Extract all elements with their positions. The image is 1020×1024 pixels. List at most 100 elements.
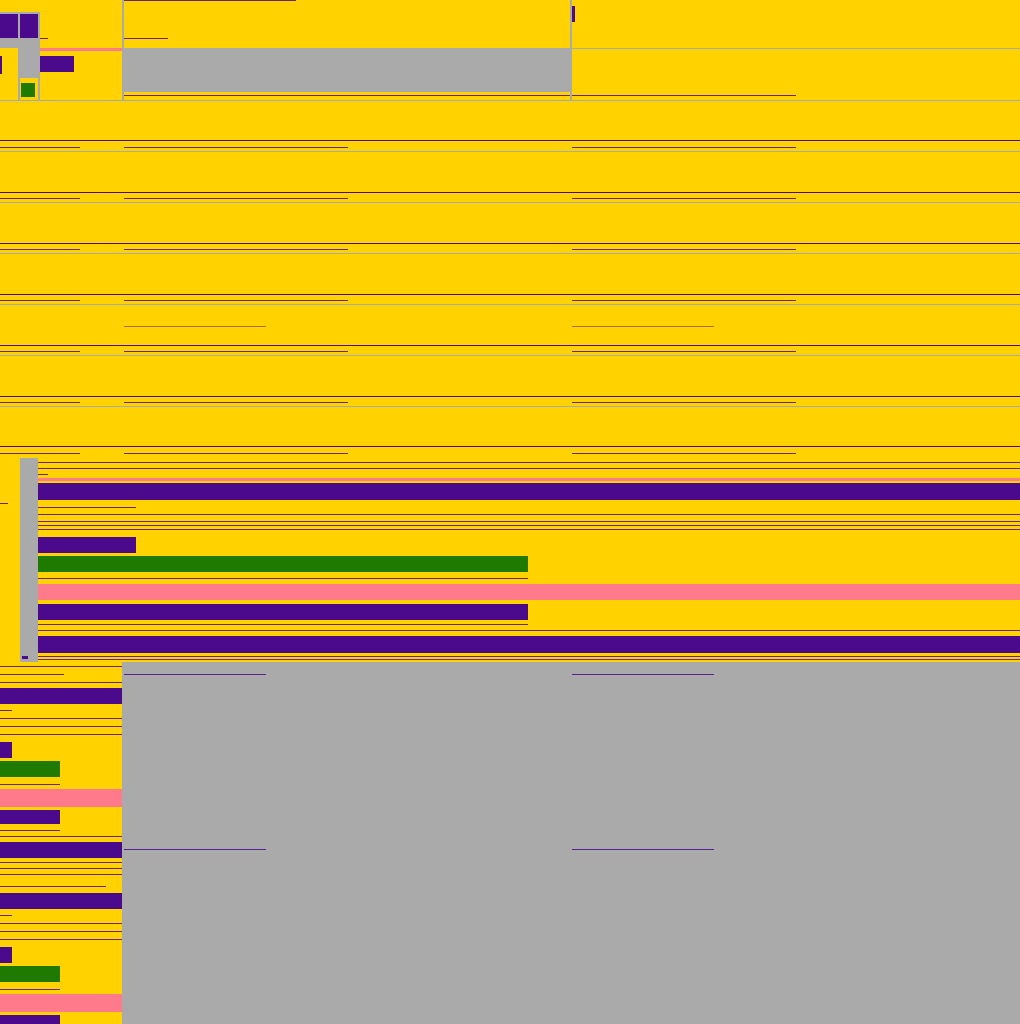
row-marker-c (572, 300, 796, 301)
header-cell-2-preview (124, 48, 570, 92)
row-divider (0, 202, 1020, 203)
row-marker-c (572, 198, 796, 199)
detail-primary-bar[interactable] (38, 483, 1020, 500)
row-marker-b (124, 198, 348, 199)
detail-secondary-bar[interactable] (38, 604, 528, 620)
sidebar-rule (0, 830, 60, 831)
row-marker-c (572, 453, 796, 454)
grid-link[interactable] (124, 674, 266, 675)
row-divider (0, 100, 1020, 101)
header-cell-3-divider (572, 48, 1020, 49)
row-marker-c (572, 147, 796, 148)
row-band-area (0, 100, 1020, 458)
grid-link[interactable] (572, 849, 714, 850)
header-cell-2-footer (124, 92, 570, 100)
sidebar-rule (0, 886, 106, 887)
header-cell-2 (124, 0, 570, 48)
detail-rule (38, 578, 528, 579)
sidebar-item-progress (0, 966, 60, 982)
sidebar-rule (0, 862, 122, 863)
row-marker-a (0, 300, 80, 301)
row-marker-a (0, 198, 80, 199)
row-marker-b (124, 351, 348, 352)
row-marker-c (572, 402, 796, 403)
sidebar-rule (0, 734, 122, 735)
detail-rule (38, 474, 48, 475)
sidebar-item-active[interactable] (0, 688, 122, 704)
header-cell-1-highlight (40, 48, 122, 51)
detail-rule (38, 525, 1020, 526)
header-cell-1-rule (40, 38, 48, 39)
left-rail-marker (0, 56, 2, 74)
sidebar-rule (0, 989, 60, 990)
row-marker-b (124, 402, 348, 403)
detail-rule (38, 656, 1020, 657)
sidebar-rule (0, 915, 12, 916)
sidebar-item-icon[interactable] (0, 947, 12, 963)
sidebar-item-alert (0, 994, 122, 1012)
detail-rule (38, 507, 136, 508)
toolbar-button-b[interactable] (20, 14, 38, 38)
sidebar-item-secondary[interactable] (0, 1015, 60, 1024)
sidebar-item-footer[interactable] (0, 842, 122, 858)
sidebar-rule (0, 726, 122, 727)
row-line (0, 140, 1020, 141)
row-line (0, 243, 1020, 244)
detail-rule (38, 624, 528, 625)
sidebar-rule (0, 923, 122, 924)
sidebar-item-progress (0, 761, 60, 777)
row-marker-a (0, 453, 80, 454)
status-icon[interactable] (21, 83, 35, 97)
header-cell-3 (572, 0, 1020, 100)
sidebar-rule (0, 666, 122, 667)
sidebar-rule (0, 682, 122, 683)
detail-progress-bar (38, 556, 528, 572)
row-marker-a (0, 402, 80, 403)
sidebar-item-alert (0, 789, 122, 807)
row-line (0, 446, 1020, 447)
grid-link[interactable] (124, 849, 266, 850)
top-strip (0, 0, 40, 12)
row-underline-b (124, 326, 266, 327)
detail-footer-bar[interactable] (38, 636, 1020, 653)
header-cell-2-rule-top (124, 0, 296, 1)
detail-rule (38, 514, 1020, 515)
detail-rule (38, 468, 1020, 469)
row-marker-a (0, 249, 80, 250)
sidebar-rule (0, 931, 122, 932)
detail-highlight-strip (38, 478, 1020, 481)
row-divider (0, 406, 1020, 407)
sidebar-rule (0, 784, 60, 785)
row-marker-b (124, 453, 348, 454)
header-cell-2-footer-rule (124, 95, 570, 96)
row-marker-c (572, 351, 796, 352)
detail-scroll-thumb[interactable] (22, 656, 28, 659)
detail-side-mark (0, 503, 8, 504)
detail-tag[interactable] (38, 537, 136, 553)
detail-scrollbar[interactable] (20, 458, 38, 662)
row-divider (0, 355, 1020, 356)
toolbar-button-a[interactable] (0, 14, 18, 38)
row-line (0, 345, 1020, 346)
sidebar-item-icon[interactable] (0, 742, 12, 758)
row-line (0, 294, 1020, 295)
row-divider (0, 151, 1020, 152)
row-line (0, 192, 1020, 193)
sidebar-item-secondary[interactable] (0, 810, 60, 824)
sidebar-rule (0, 674, 64, 675)
sidebar-rule (0, 836, 122, 837)
header-cell-2-rule (124, 38, 168, 39)
row-divider (0, 253, 1020, 254)
sidebar-rule (0, 718, 122, 719)
detail-rule (38, 659, 1020, 660)
detail-rule (38, 529, 1020, 530)
grid-link[interactable] (572, 674, 714, 675)
sidebar-item-active[interactable] (0, 893, 122, 909)
row-marker-b (124, 249, 348, 250)
row-divider (0, 304, 1020, 305)
sidebar-rule (0, 939, 122, 940)
header-cell-1-button[interactable] (40, 56, 74, 72)
row-marker-a (0, 351, 80, 352)
header-cell-3-marker (572, 6, 575, 22)
row-underline-c (572, 326, 714, 327)
